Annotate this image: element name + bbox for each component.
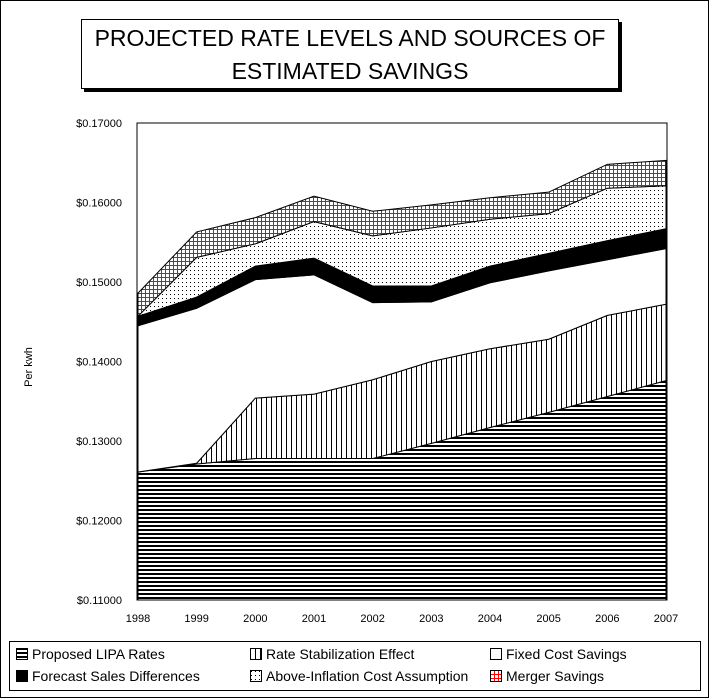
y-tick-label: $0.15000 — [76, 277, 122, 289]
legend-label: Merger Savings — [506, 668, 605, 684]
y-tick-label: $0.12000 — [76, 516, 122, 528]
legend-swatch — [250, 648, 262, 660]
area-merger-savings — [137, 159, 667, 318]
legend-label: Forecast Sales Differences — [32, 668, 200, 684]
x-tick-label: 2006 — [595, 613, 619, 625]
legend-item: Fixed Cost Savings — [490, 646, 627, 662]
legend-swatch — [490, 648, 502, 660]
chart-title: PROJECTED RATE LEVELS AND SOURCES OF EST… — [81, 19, 619, 89]
legend-item: Forecast Sales Differences — [16, 668, 200, 684]
x-tick-label: 2001 — [302, 613, 326, 625]
x-tick-label: 2005 — [536, 613, 560, 625]
x-tick-label: 1999 — [184, 613, 208, 625]
legend-item: Merger Savings — [490, 668, 604, 684]
chart-svg: $0.11000 $0.12000 $0.13000 $0.14000 $0.15000… — [76, 118, 678, 625]
y-tick-label: $0.16000 — [76, 198, 122, 210]
legend-label: Proposed LIPA Rates — [32, 646, 165, 662]
y-tick-label: $0.11000 — [77, 595, 122, 607]
x-tick-label: 2002 — [360, 613, 384, 625]
legend-swatch — [16, 670, 28, 682]
y-axis-label: Per kwh — [23, 347, 35, 387]
legend: Proposed LIPA Rates Rate Stabilization Ef… — [9, 641, 701, 691]
legend-item: Rate Stabilization Effect — [250, 646, 414, 662]
y-tick-label: $0.17000 — [76, 118, 122, 130]
legend-label: Above-Inflation Cost Assumption — [266, 668, 469, 684]
x-tick-label: 2007 — [654, 613, 678, 625]
y-tick-label: $0.13000 — [76, 436, 122, 448]
x-tick-label: 2000 — [243, 613, 267, 625]
legend-swatch — [490, 670, 502, 682]
legend-label: Fixed Cost Savings — [506, 646, 627, 662]
legend-swatch — [250, 670, 262, 682]
y-tick-label: $0.14000 — [76, 357, 122, 369]
legend-item: Proposed LIPA Rates — [16, 646, 165, 662]
x-tick-label: 1998 — [126, 613, 150, 625]
legend-item: Above-Inflation Cost Assumption — [250, 668, 468, 684]
x-tick-label: 2004 — [478, 613, 502, 625]
legend-swatch — [16, 648, 28, 660]
x-tick-label: 2003 — [419, 613, 443, 625]
legend-label: Rate Stabilization Effect — [266, 646, 415, 662]
